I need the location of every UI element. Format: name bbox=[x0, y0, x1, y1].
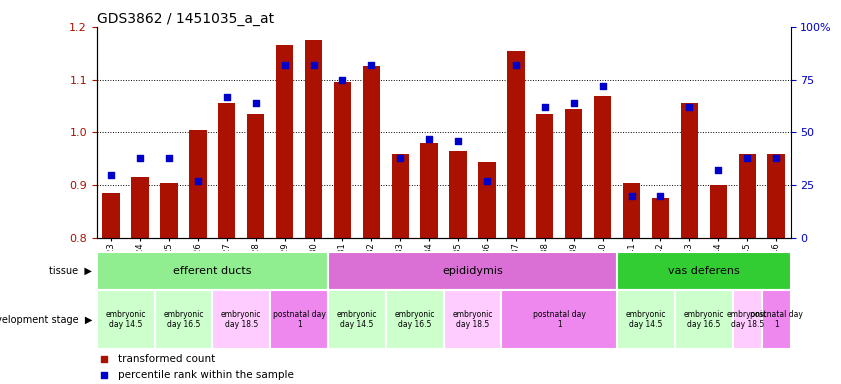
Bar bbox=[710, 185, 727, 238]
Point bbox=[162, 155, 176, 161]
Text: embryonic
day 14.5: embryonic day 14.5 bbox=[105, 310, 145, 329]
Bar bbox=[131, 177, 149, 238]
Point bbox=[97, 356, 110, 362]
Text: postnatal day
1: postnatal day 1 bbox=[272, 310, 325, 329]
Bar bbox=[392, 154, 409, 238]
Bar bbox=[617, 290, 674, 349]
Bar bbox=[652, 199, 669, 238]
Bar bbox=[97, 252, 328, 290]
Bar bbox=[247, 114, 264, 238]
Bar bbox=[362, 66, 380, 238]
Point bbox=[307, 62, 320, 68]
Text: vas deferens: vas deferens bbox=[668, 266, 740, 276]
Bar bbox=[328, 252, 617, 290]
Bar bbox=[501, 290, 617, 349]
Bar bbox=[276, 45, 294, 238]
Text: postnatal day
1: postnatal day 1 bbox=[749, 310, 802, 329]
Point bbox=[711, 167, 725, 174]
Point bbox=[422, 136, 436, 142]
Text: efferent ducts: efferent ducts bbox=[173, 266, 251, 276]
Bar bbox=[420, 143, 438, 238]
Text: embryonic
day 18.5: embryonic day 18.5 bbox=[221, 310, 262, 329]
Text: development stage  ▶: development stage ▶ bbox=[0, 314, 92, 325]
Bar bbox=[155, 290, 212, 349]
Bar bbox=[334, 82, 351, 238]
Bar bbox=[103, 193, 119, 238]
Bar bbox=[733, 290, 762, 349]
Point bbox=[509, 62, 522, 68]
Point bbox=[567, 100, 580, 106]
Text: embryonic
day 18.5: embryonic day 18.5 bbox=[727, 310, 768, 329]
Point bbox=[394, 155, 407, 161]
Point bbox=[134, 155, 147, 161]
Bar bbox=[617, 252, 791, 290]
Bar bbox=[212, 290, 270, 349]
Bar bbox=[304, 40, 322, 238]
Text: transformed count: transformed count bbox=[118, 354, 214, 364]
Point bbox=[249, 100, 262, 106]
Bar bbox=[674, 290, 733, 349]
Bar bbox=[680, 103, 698, 238]
Bar bbox=[189, 130, 207, 238]
Point bbox=[278, 62, 291, 68]
Text: embryonic
day 16.5: embryonic day 16.5 bbox=[684, 310, 724, 329]
Bar bbox=[507, 51, 525, 238]
Bar bbox=[328, 290, 386, 349]
Bar bbox=[479, 162, 495, 238]
Bar bbox=[444, 290, 501, 349]
Bar bbox=[623, 183, 640, 238]
Bar bbox=[738, 154, 756, 238]
Bar bbox=[594, 96, 611, 238]
Point bbox=[365, 62, 378, 68]
Text: GDS3862 / 1451035_a_at: GDS3862 / 1451035_a_at bbox=[97, 12, 274, 26]
Point bbox=[220, 93, 234, 99]
Point bbox=[683, 104, 696, 110]
Point bbox=[191, 178, 204, 184]
Text: epididymis: epididymis bbox=[442, 266, 503, 276]
Bar bbox=[161, 183, 177, 238]
Point bbox=[97, 372, 110, 379]
Text: embryonic
day 16.5: embryonic day 16.5 bbox=[163, 310, 204, 329]
Point bbox=[596, 83, 610, 89]
Text: embryonic
day 14.5: embryonic day 14.5 bbox=[626, 310, 666, 329]
Text: embryonic
day 18.5: embryonic day 18.5 bbox=[452, 310, 493, 329]
Point bbox=[104, 172, 118, 178]
Point bbox=[625, 193, 638, 199]
Text: embryonic
day 14.5: embryonic day 14.5 bbox=[336, 310, 377, 329]
Point bbox=[653, 193, 667, 199]
Point bbox=[452, 138, 465, 144]
Bar bbox=[767, 154, 785, 238]
Bar bbox=[97, 290, 155, 349]
Text: postnatal day
1: postnatal day 1 bbox=[533, 310, 585, 329]
Bar bbox=[270, 290, 328, 349]
Bar bbox=[565, 109, 582, 238]
Point bbox=[770, 155, 783, 161]
Text: embryonic
day 16.5: embryonic day 16.5 bbox=[394, 310, 435, 329]
Text: tissue  ▶: tissue ▶ bbox=[49, 266, 92, 276]
Bar bbox=[386, 290, 443, 349]
Point bbox=[336, 76, 349, 83]
Point bbox=[538, 104, 552, 110]
Bar bbox=[449, 151, 467, 238]
Point bbox=[740, 155, 754, 161]
Text: percentile rank within the sample: percentile rank within the sample bbox=[118, 370, 294, 381]
Bar bbox=[536, 114, 553, 238]
Bar bbox=[218, 103, 235, 238]
Point bbox=[480, 178, 494, 184]
Bar bbox=[762, 290, 791, 349]
